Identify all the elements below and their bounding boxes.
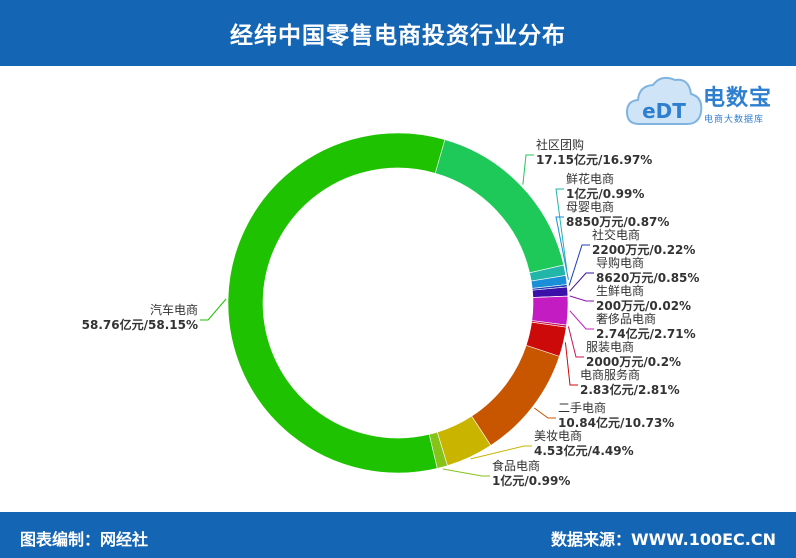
slice-name-11: 美妆电商 <box>534 428 582 443</box>
logo-mark: eDT <box>642 99 686 123</box>
brand-logo: eDT 电数宝 电商大数据库 <box>625 70 790 136</box>
slice-name-7: 奢侈品电商 <box>596 311 656 326</box>
slice-name-1: 社区团购 <box>536 137 584 152</box>
slice-value-label-1: 17.15亿元/16.97% <box>536 152 652 167</box>
footer-source: 数据来源：WWW.100EC.CN <box>550 530 776 549</box>
cloud-icon: eDT <box>625 76 703 125</box>
slice-value-label-8: 2000万元/0.2% <box>586 355 681 369</box>
leader-line-9 <box>564 342 578 386</box>
chart-area: 社区团购 17.15亿元/16.97% 鲜花电商 1亿元/0.99% 母婴电商 8850万… <box>0 66 796 512</box>
leader-line-11 <box>470 445 532 460</box>
leader-line-10 <box>533 407 556 419</box>
leader-line-8 <box>567 326 584 358</box>
slice-value-label-2: 1亿元/0.99% <box>566 186 644 201</box>
leader-line-1 <box>522 154 534 185</box>
slice-name-5: 导购电商 <box>596 255 644 270</box>
leader-line-3 <box>555 216 569 280</box>
slice-value-label-7: 2.74亿元/2.71% <box>596 326 696 341</box>
slice-name-13: 汽车电商 <box>150 302 198 317</box>
leader-line-2 <box>555 188 568 270</box>
slice-7 <box>531 295 569 326</box>
leader-lines <box>200 154 594 477</box>
slice-value-label-4: 2200万元/0.22% <box>592 243 695 257</box>
leader-line-6 <box>569 295 594 302</box>
slice-value-label-10: 10.84亿元/10.73% <box>558 415 674 430</box>
slice-value-label-12: 1亿元/0.99% <box>492 473 570 488</box>
leader-line-7 <box>569 310 594 330</box>
leader-line-12 <box>442 468 490 477</box>
slice-name-12: 食品电商 <box>492 458 540 473</box>
slice-name-8: 服装电商 <box>586 339 634 354</box>
slice-value-label-3: 8850万元/0.87% <box>566 215 669 229</box>
chart-header: 经纬中国零售电商投资行业分布 <box>0 0 796 66</box>
donut-slices <box>227 132 569 474</box>
slice-name-3: 母婴电商 <box>566 199 614 214</box>
leader-line-4 <box>568 244 590 286</box>
slice-name-9: 电商服务商 <box>580 367 640 382</box>
slice-13 <box>227 132 446 474</box>
donut-chart: 社区团购17.15亿元/16.97%鲜花电商1亿元/0.99%母婴电商8850万… <box>82 132 700 488</box>
logo-subtitle: 电商大数据库 <box>704 115 765 125</box>
slice-value-label-5: 8620万元/0.85% <box>596 271 699 285</box>
data-labels: 社区团购17.15亿元/16.97%鲜花电商1亿元/0.99%母婴电商8850万… <box>82 137 700 488</box>
slice-name-2: 鲜花电商 <box>566 171 614 186</box>
slice-value-label-9: 2.83亿元/2.81% <box>580 382 680 397</box>
slice-name-4: 社交电商 <box>592 227 640 242</box>
leader-line-5 <box>569 272 594 292</box>
slice-name-6: 生鲜电商 <box>596 283 644 298</box>
slice-value-label-13: 58.76亿元/58.15% <box>82 317 198 332</box>
slice-value-label-6: 200万元/0.02% <box>596 299 691 313</box>
logo-name: 电数宝 <box>703 86 773 111</box>
slice-name-10: 二手电商 <box>558 400 606 415</box>
slice-value-label-11: 4.53亿元/4.49% <box>534 443 634 458</box>
chart-title: 经纬中国零售电商投资行业分布 <box>230 23 566 49</box>
leader-line-13 <box>200 298 227 321</box>
chart-footer: 图表编制：网经社 数据来源：WWW.100EC.CN <box>0 512 796 558</box>
footer-credit: 图表编制：网经社 <box>20 530 149 549</box>
